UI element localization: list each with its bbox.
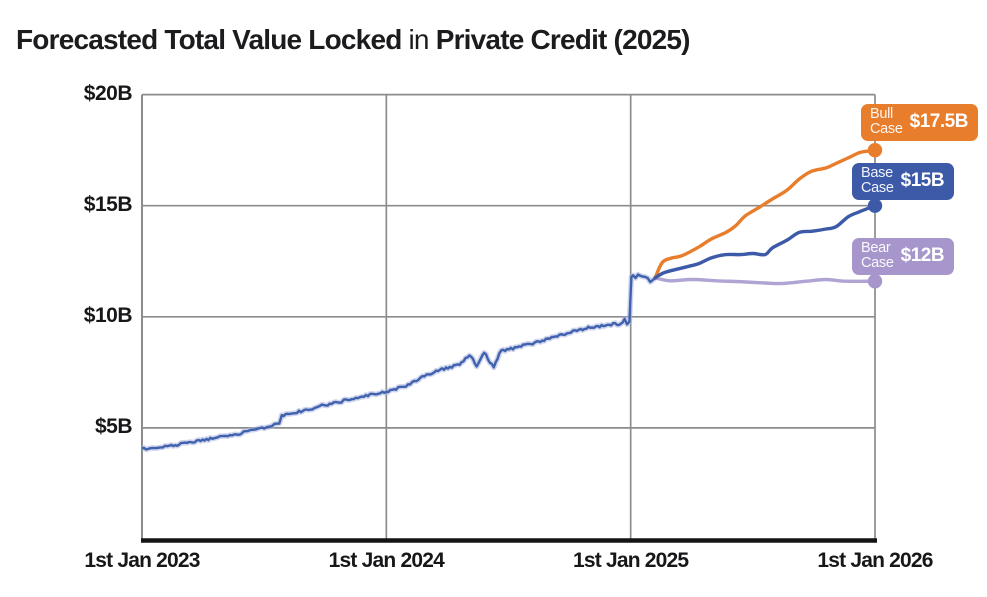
bear-case-line — [653, 276, 877, 286]
base-endpoint-dot — [867, 198, 883, 213]
bear-endpoint-dot — [867, 274, 883, 289]
bull-label-line1: Bull — [870, 106, 893, 123]
bull-endpoint-dot — [867, 142, 883, 158]
bear-label-line2: Case — [861, 255, 894, 271]
y-axis-tick-5b: $5B — [94, 414, 133, 438]
base-case-label: Base Case — [861, 166, 894, 196]
title-bold-2: Private Credit (2025) — [435, 24, 691, 55]
y-axis-tick-15b: $15B — [83, 192, 133, 216]
bear-case-label: Bear Case — [861, 241, 894, 271]
bull-label-line2: Case — [870, 121, 903, 137]
bull-case-label: Bull Case — [870, 107, 903, 137]
historical-line-halo — [141, 271, 657, 453]
title-regular: in — [408, 24, 430, 55]
bull-case-value: $17.5B — [909, 111, 969, 132]
bear-case-value: $12B — [900, 245, 945, 266]
y-axis-tick-10b: $10B — [83, 303, 133, 327]
chart-title: Forecasted Total Value Locked in Private… — [16, 24, 691, 56]
annotation-bear-case: Bear Case $12B — [852, 238, 955, 275]
base-label-line2: Case — [861, 180, 894, 196]
annotation-bull-case: Bull Case $17.5B — [861, 104, 978, 141]
base-case-value: $15B — [900, 170, 945, 191]
x-axis-tick-2026: 1st Jan 2026 — [817, 549, 933, 572]
bull-case-line — [653, 148, 877, 280]
title-bold-1: Forecasted Total Value Locked — [16, 24, 402, 55]
x-axis-tick-2023: 1st Jan 2023 — [84, 549, 200, 572]
historical-tvl-line — [141, 273, 656, 451]
x-axis-tick-2024: 1st Jan 2024 — [328, 549, 445, 572]
annotation-base-case: Base Case $15B — [852, 163, 955, 200]
base-label-line1: Base — [861, 165, 893, 182]
base-case-line — [653, 204, 877, 280]
y-axis-tick-20b: $20B — [83, 81, 133, 105]
bear-label-line1: Bear — [861, 240, 891, 257]
x-axis-tick-2025: 1st Jan 2025 — [572, 549, 689, 572]
